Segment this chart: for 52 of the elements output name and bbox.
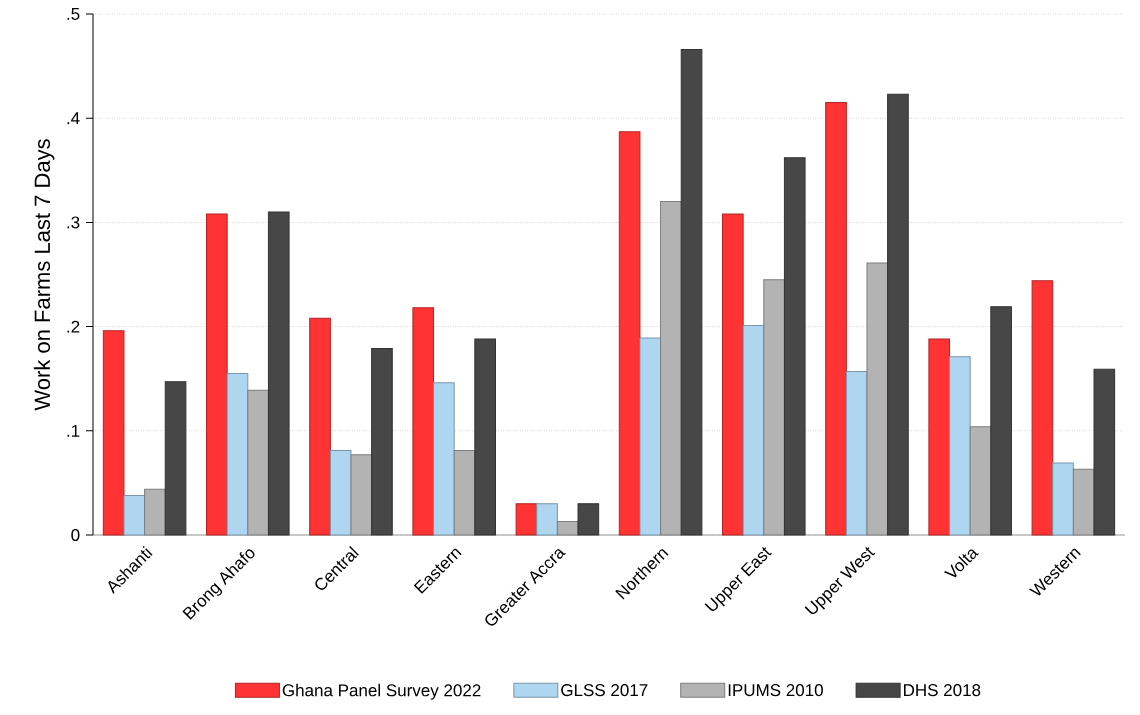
y-tick-label: .1: [67, 424, 80, 437]
bar: [660, 201, 682, 536]
bar: [474, 338, 496, 536]
bar: [618, 131, 641, 536]
bar: [206, 213, 228, 536]
bar: [969, 426, 992, 536]
bar: [412, 307, 435, 536]
y-axis-title: Work on Farms Last 7 Days: [33, 139, 55, 411]
bar: [267, 211, 290, 536]
bar: [309, 317, 331, 536]
bar: [350, 454, 373, 536]
y-tick-label: .2: [67, 320, 80, 333]
bar: [577, 503, 600, 536]
legend-label: GLSS 2017: [561, 684, 648, 697]
bar: [371, 347, 393, 536]
legend-label: Ghana Panel Survey 2022: [282, 683, 481, 700]
bar: [639, 337, 662, 536]
bar: [1072, 468, 1095, 536]
y-tick-label: .5: [67, 8, 80, 20]
bar: [680, 48, 703, 536]
bar: [123, 494, 146, 536]
bar: [866, 262, 889, 536]
bar: [887, 93, 909, 536]
bar: [226, 372, 249, 536]
bar: [1052, 462, 1074, 536]
bar: [990, 306, 1012, 536]
bar: [1031, 280, 1054, 536]
bar: [722, 213, 744, 536]
bar: [144, 488, 166, 536]
bar: [763, 279, 785, 536]
y-tick-label: .3: [67, 216, 80, 229]
bar: [845, 370, 868, 536]
bar: [556, 520, 579, 536]
bar: [536, 503, 558, 536]
y-tick-label: 0: [71, 528, 80, 542]
bar: [783, 157, 806, 536]
legend-label: DHS 2018: [904, 684, 981, 697]
bar: [329, 450, 352, 536]
bar: [164, 381, 187, 536]
bar: [949, 356, 971, 536]
bar: [102, 330, 125, 536]
legend-label: IPUMS 2010: [728, 684, 823, 697]
bar: [433, 382, 455, 536]
x-tick-label: Volta: [943, 549, 979, 578]
bar: [928, 338, 951, 536]
bar: [453, 450, 476, 536]
bar: [515, 503, 538, 536]
y-tick-label: .4: [67, 112, 80, 125]
bar: [1093, 368, 1116, 536]
bar: [742, 325, 765, 536]
bar: [247, 389, 269, 536]
bar: [825, 102, 847, 536]
